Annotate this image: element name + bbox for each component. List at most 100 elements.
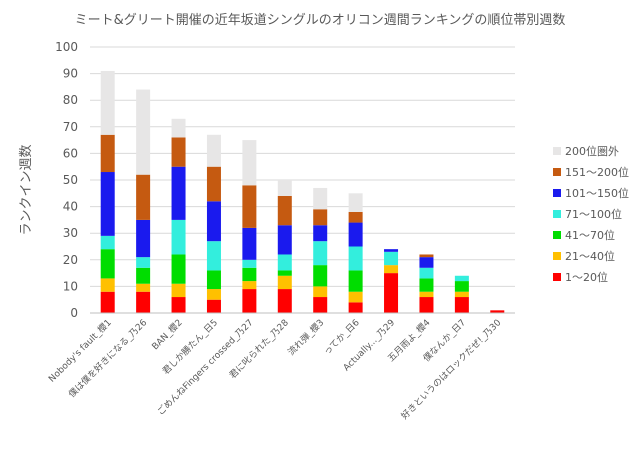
bar-segment-8-1 — [384, 265, 399, 274]
bar-segment-10-3 — [454, 275, 469, 282]
bar-segment-2-5 — [171, 137, 186, 167]
bar-segment-10-0 — [454, 297, 469, 313]
bar-segment-1-2 — [136, 267, 151, 284]
bar-segment-2-2 — [171, 254, 186, 284]
bar-segment-5-2 — [277, 270, 292, 276]
bar-segment-6-3 — [313, 241, 328, 266]
bar-segment-1-0 — [136, 291, 151, 313]
chart-title: ミート&グリート開催の近年坂道シングルのオリコン週間ランキングの順位帯別週数 — [75, 13, 566, 28]
legend-swatch-4 — [553, 189, 561, 197]
bar-segment-2-0 — [171, 297, 186, 313]
bar-segment-8-0 — [384, 273, 399, 313]
legend-swatch-2 — [553, 231, 561, 239]
bar-segment-7-6 — [348, 193, 363, 212]
bar-segment-5-6 — [277, 180, 292, 196]
legend-label-3: 71〜100位 — [565, 207, 622, 221]
legend-label-5: 151〜200位 — [565, 165, 629, 179]
bar-segment-4-6 — [242, 140, 257, 186]
bar-segment-9-0 — [419, 297, 434, 313]
bar-segment-6-1 — [313, 286, 328, 298]
bar-segment-3-5 — [206, 166, 221, 202]
bar-segment-7-2 — [348, 270, 363, 292]
bar-segment-0-0 — [100, 291, 115, 313]
bar-segment-9-4 — [419, 257, 434, 268]
bar-segment-7-1 — [348, 291, 363, 303]
legend-swatch-0 — [553, 273, 561, 281]
bar-segment-1-4 — [136, 219, 151, 258]
legend-swatch-1 — [553, 252, 561, 260]
y-tick-label-0: 0 — [70, 306, 78, 320]
bar-segment-2-3 — [171, 219, 186, 255]
bar-segment-3-1 — [206, 289, 221, 300]
bar-segment-7-0 — [348, 302, 363, 313]
bar-segment-0-6 — [100, 70, 115, 135]
bar-segment-2-6 — [171, 118, 186, 138]
bar-segment-3-6 — [206, 134, 221, 167]
bar-segment-1-1 — [136, 283, 151, 292]
bar-segment-4-1 — [242, 281, 257, 290]
legend-swatch-3 — [553, 210, 561, 218]
bar-segment-0-1 — [100, 278, 115, 292]
y-axis-ticks: 0 10 20 30 40 50 60 70 80 90 100 — [55, 40, 78, 320]
bar-segment-7-5 — [348, 211, 363, 223]
bar-segment-4-5 — [242, 185, 257, 228]
bar-segment-6-0 — [313, 297, 328, 313]
bar-segment-5-0 — [277, 289, 292, 313]
bar-segment-0-4 — [100, 172, 115, 236]
bar-segment-7-3 — [348, 246, 363, 271]
bar-segment-4-0 — [242, 289, 257, 313]
legend-label-1: 21〜40位 — [565, 249, 615, 263]
bar-segment-1-5 — [136, 174, 151, 220]
bar-segment-1-3 — [136, 257, 151, 268]
bar-segment-6-5 — [313, 209, 328, 226]
bar-segment-5-3 — [277, 254, 292, 271]
legend-label-0: 1〜20位 — [565, 270, 608, 284]
bar-segment-2-1 — [171, 283, 186, 298]
bar-segment-0-3 — [100, 235, 115, 250]
legend-label-4: 101〜150位 — [565, 186, 629, 200]
bar-segment-4-2 — [242, 267, 257, 282]
bar-segment-6-2 — [313, 265, 328, 287]
legend-swatch-6 — [553, 147, 561, 155]
bar-segment-9-2 — [419, 278, 434, 292]
bar-segment-3-0 — [206, 299, 221, 313]
bar-segment-10-2 — [454, 281, 469, 292]
bar-segment-0-2 — [100, 249, 115, 279]
bar-segment-8-4 — [384, 249, 399, 252]
bar-segment-4-4 — [242, 227, 257, 260]
bar-segment-5-1 — [277, 275, 292, 290]
legend-label-6: 200位圏外 — [565, 144, 619, 158]
bar-segment-7-4 — [348, 222, 363, 247]
legend-swatch-5 — [553, 168, 561, 176]
bar-segment-5-4 — [277, 225, 292, 255]
y-tick-label-90: 90 — [63, 67, 78, 81]
bar-segment-6-4 — [313, 225, 328, 242]
bar-segment-5-5 — [277, 195, 292, 226]
y-tick-label-70: 70 — [63, 120, 78, 134]
bar-segment-1-6 — [136, 89, 151, 175]
y-tick-label-10: 10 — [63, 279, 78, 293]
y-tick-label-50: 50 — [63, 173, 78, 187]
bar-segment-3-4 — [206, 201, 221, 242]
y-tick-label-60: 60 — [63, 146, 78, 160]
y-tick-label-100: 100 — [55, 40, 78, 54]
y-tick-label-40: 40 — [63, 200, 78, 214]
bar-segment-3-3 — [206, 241, 221, 271]
y-tick-label-20: 20 — [63, 253, 78, 267]
y-tick-label-80: 80 — [63, 93, 78, 107]
y-tick-label-30: 30 — [63, 226, 78, 240]
legend-label-2: 41〜70位 — [565, 228, 615, 242]
legend: 200位圏外 151〜200位 101〜150位 71〜100位 41〜70位 21〜40… — [553, 144, 629, 284]
bar-segment-0-5 — [100, 134, 115, 173]
y-axis-label: ランクイン週数 — [19, 144, 34, 235]
bar-segment-11-0 — [490, 310, 505, 313]
bar-segment-8-3 — [384, 251, 399, 266]
gridlines — [90, 46, 515, 314]
bar-segment-3-2 — [206, 270, 221, 290]
bar-segment-10-1 — [454, 291, 469, 298]
bar-segment-9-3 — [419, 267, 434, 279]
bar-segment-4-3 — [242, 259, 257, 268]
bar-segment-2-4 — [171, 166, 186, 220]
bars — [100, 70, 505, 313]
